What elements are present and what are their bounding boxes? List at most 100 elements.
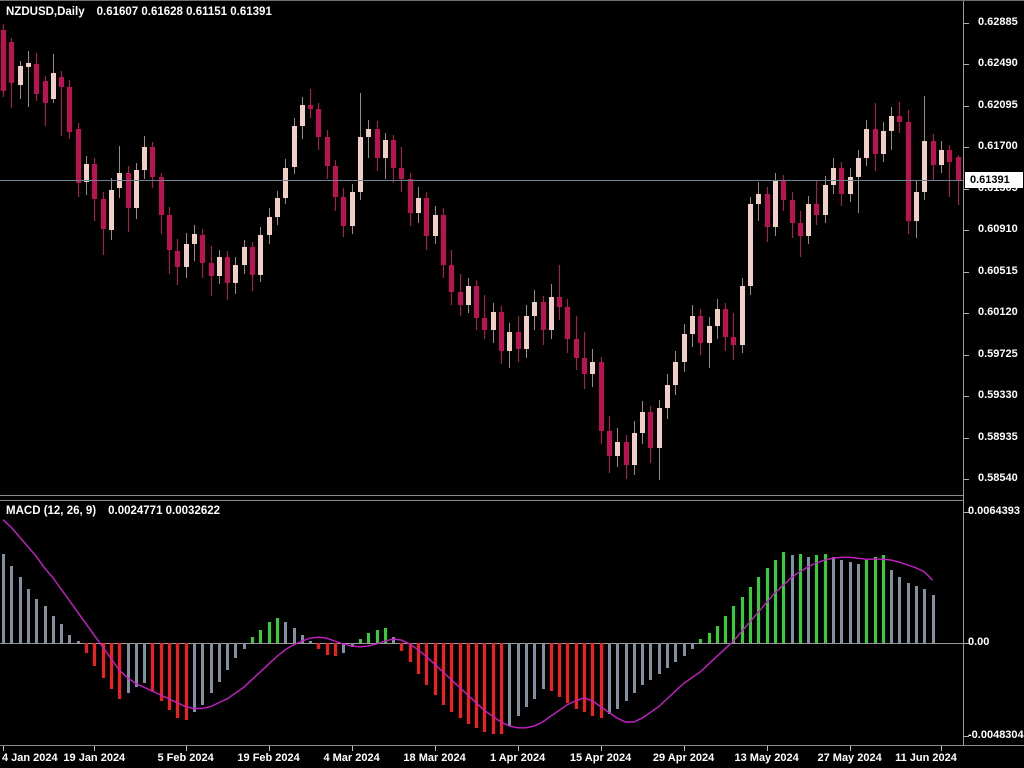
candle-body — [449, 265, 454, 293]
macd-histogram-bar — [10, 565, 13, 643]
ohlc-values: 0.61607 0.61628 0.61151 0.61391 — [96, 6, 272, 18]
candle-wick — [368, 120, 369, 158]
candle-body — [922, 141, 927, 192]
candle-body — [947, 149, 952, 163]
candle-body — [499, 312, 504, 352]
macd-histogram-bar — [591, 643, 594, 717]
time-axis-label: 4 Jan 2024 — [2, 752, 58, 764]
candle-body — [159, 176, 164, 215]
macd-histogram-bar — [259, 629, 262, 643]
candle-body — [59, 77, 64, 87]
price-axis-label: 0.58935 — [978, 430, 1018, 443]
price-axis-tick — [964, 147, 969, 149]
macd-histogram-bar — [649, 643, 652, 680]
macd-histogram-bar — [351, 643, 354, 647]
price-axis-tick — [964, 271, 969, 273]
macd-axis-tick — [964, 512, 969, 513]
time-axis[interactable]: 4 Jan 2024 19 Jan 2024 5 Feb 2024 19 Feb 20… — [0, 745, 1024, 768]
macd-histogram-bar — [127, 643, 130, 694]
candle-body — [906, 122, 911, 221]
time-axis-tick — [186, 746, 187, 751]
candle-body — [756, 193, 761, 205]
candle-body — [939, 149, 944, 166]
macd-histogram-bar — [85, 643, 88, 653]
macd-histogram-bar — [483, 643, 486, 732]
macd-histogram-bar — [60, 623, 63, 643]
macd-histogram-bar — [234, 643, 237, 659]
macd-histogram-bar — [218, 643, 221, 682]
time-axis-label: 1 Apr 2024 — [489, 752, 546, 764]
time-axis-tick — [850, 746, 851, 751]
macd-histogram-bar — [151, 643, 154, 692]
time-axis-label: 15 Apr 2024 — [569, 752, 632, 764]
macd-histogram-bar — [185, 643, 188, 721]
macd-histogram-bar — [475, 643, 478, 728]
price-axis-label: 0.62885 — [978, 16, 1018, 28]
macd-histogram-bar — [110, 643, 113, 690]
macd-histogram-bar — [52, 616, 55, 643]
candle-body — [931, 141, 936, 166]
candle-body — [881, 130, 886, 154]
macd-histogram-bar — [226, 643, 229, 670]
macd-histogram-bar — [674, 643, 677, 663]
candle-body — [391, 140, 396, 169]
time-axis-tick — [601, 746, 602, 751]
time-axis-tick — [269, 746, 270, 751]
macd-histogram-bar — [542, 643, 545, 690]
candle-body — [267, 216, 272, 235]
macd-histogram-bar — [359, 639, 362, 643]
candle-body — [624, 441, 629, 465]
price-axis-label: 0.60515 — [978, 264, 1018, 277]
candle-body — [798, 223, 803, 236]
macd-histogram-bar — [176, 643, 179, 719]
panel-splitter[interactable] — [0, 495, 1024, 501]
macd-histogram-bar — [832, 557, 835, 643]
candle-body — [590, 361, 595, 375]
candle-body — [350, 191, 355, 227]
price-axis[interactable]: 0.628850.624900.620950.617000.613050.609… — [963, 1, 1024, 768]
time-axis-tick — [352, 746, 353, 751]
macd-histogram-bar — [741, 596, 744, 643]
candle-wick — [119, 146, 120, 198]
macd-histogram-bar — [425, 643, 428, 686]
macd-histogram-bar — [467, 643, 470, 724]
candle-body — [507, 332, 512, 352]
macd-histogram-bar — [923, 589, 926, 643]
candle-body — [549, 296, 554, 331]
macd-histogram-bar — [608, 643, 611, 715]
candle-body — [823, 185, 828, 215]
candle-body — [599, 361, 604, 432]
macd-chart-area[interactable] — [0, 501, 963, 745]
price-axis-tick — [964, 437, 969, 439]
candle-body — [399, 168, 404, 179]
candle-body — [839, 168, 844, 194]
bid-price-label: 0.61391 — [965, 172, 1023, 188]
candle-body — [433, 214, 438, 236]
macd-signal-line — [2, 519, 934, 729]
price-chart-area[interactable] — [0, 1, 963, 495]
macd-histogram-bar — [533, 643, 536, 699]
macd-histogram-bar — [309, 641, 312, 643]
candle-body — [956, 157, 961, 180]
candle-body — [383, 140, 388, 158]
candle-body — [292, 126, 297, 168]
candle-body — [167, 214, 172, 251]
price-axis-tick — [964, 230, 969, 232]
macd-histogram-bar — [575, 643, 578, 709]
candle-body — [707, 326, 712, 343]
macd-histogram-bar — [791, 555, 794, 643]
macd-histogram-bar — [666, 643, 669, 669]
macd-histogram-bar — [782, 552, 785, 643]
macd-histogram-bar — [44, 606, 47, 643]
macd-histogram-bar — [749, 587, 752, 643]
time-axis-label: 27 May 2024 — [817, 752, 882, 764]
time-axis-tick — [518, 746, 519, 751]
candle-body — [1, 29, 6, 91]
candle-body — [325, 136, 330, 167]
time-axis-label: 11 Jun 2024 — [895, 752, 957, 764]
macd-histogram-bar — [865, 560, 868, 643]
macd-histogram-bar — [392, 637, 395, 643]
macd-histogram-bar — [317, 643, 320, 649]
candle-body — [565, 307, 570, 339]
macd-histogram-bar — [840, 560, 843, 643]
